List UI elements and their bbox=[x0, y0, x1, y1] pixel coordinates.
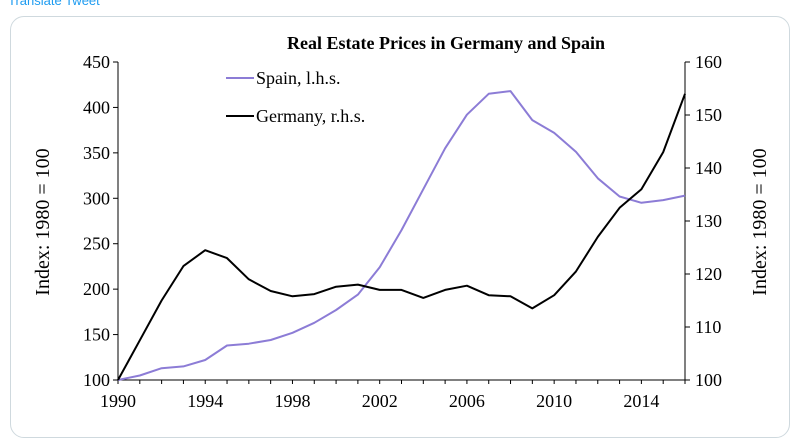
x-tick-label: 2010 bbox=[536, 391, 572, 411]
translate-tweet-link[interactable]: Translate Tweet bbox=[8, 0, 100, 8]
x-tick-label: 2006 bbox=[449, 391, 485, 411]
y-tick-label-left: 250 bbox=[83, 234, 110, 254]
y-tick-label-left: 100 bbox=[83, 370, 110, 390]
y-axis-label-left: Index: 1980 = 100 bbox=[32, 148, 54, 295]
axes bbox=[117, 62, 686, 381]
chart-card bbox=[10, 16, 790, 438]
y-tick-label-left: 150 bbox=[83, 325, 110, 345]
y-tick-label-left: 400 bbox=[83, 97, 110, 117]
legend: Spain, l.h.s. Germany, r.h.s. bbox=[226, 68, 365, 126]
x-tick-label: 2014 bbox=[623, 391, 659, 411]
y-tick-label-right: 100 bbox=[695, 370, 722, 390]
spain-series-line bbox=[117, 90, 686, 381]
x-tick-label: 1990 bbox=[100, 391, 136, 411]
x-tick-label: 1994 bbox=[187, 391, 223, 411]
y-tick-label-left: 350 bbox=[83, 143, 110, 163]
y-tick-label-right: 130 bbox=[695, 211, 722, 231]
y-tick-label-right: 120 bbox=[695, 264, 722, 284]
x-tick-label: 2002 bbox=[362, 391, 398, 411]
y-axis-label-right: Index: 1980 = 100 bbox=[749, 148, 771, 295]
y-tick-label-right: 110 bbox=[695, 317, 721, 337]
chart-title: Real Estate Prices in Germany and Spain bbox=[287, 33, 605, 53]
y-tick-label-left: 450 bbox=[83, 52, 110, 72]
x-tick-label: 1998 bbox=[274, 391, 310, 411]
y-tick-label-left: 200 bbox=[83, 279, 110, 299]
germany-series-line bbox=[117, 93, 686, 381]
ticks: 100 150 200 250 300 350 400 450 100 110 120 130 140 1… bbox=[83, 52, 722, 411]
y-tick-label-right: 160 bbox=[695, 52, 722, 72]
y-tick-label-right: 140 bbox=[695, 158, 722, 178]
y-tick-label-left: 300 bbox=[83, 188, 110, 208]
legend-label-spain: Spain, l.h.s. bbox=[256, 68, 341, 88]
series-lines bbox=[117, 90, 686, 381]
legend-label-germany: Germany, r.h.s. bbox=[256, 106, 365, 126]
y-tick-label-right: 150 bbox=[695, 105, 722, 125]
